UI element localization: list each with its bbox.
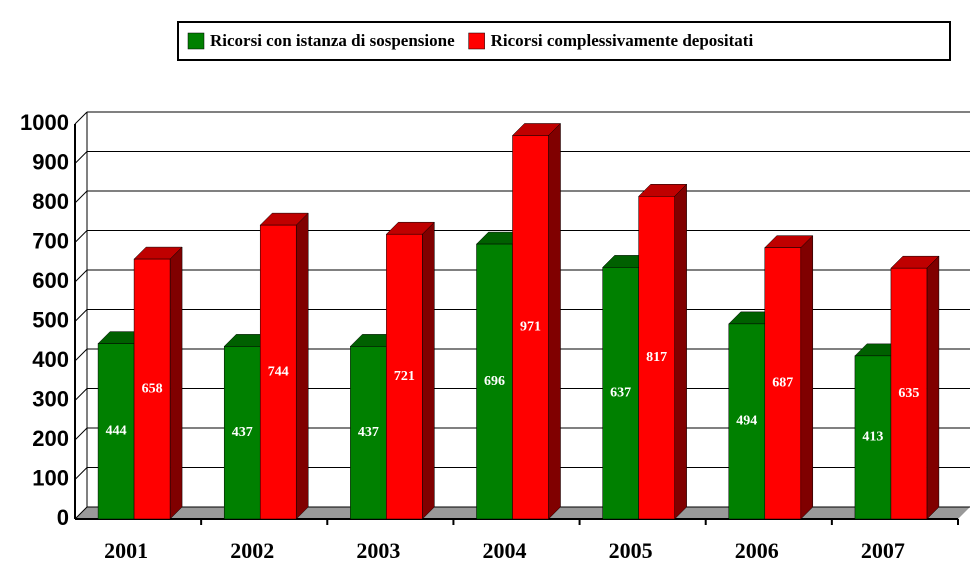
grid-diag (74, 427, 88, 441)
bar-side (169, 246, 183, 520)
bar (259, 224, 297, 520)
y-tick-label: 500 (32, 307, 69, 332)
y-tick-label: 800 (32, 189, 69, 214)
legend-label: Ricorsi complessivamente depositati (491, 31, 754, 50)
bar (386, 233, 423, 520)
y-tick-label: 200 (32, 426, 69, 451)
value-label: 437 (232, 425, 253, 440)
bar-side (295, 212, 309, 520)
grid-diag (74, 230, 88, 243)
bar-side (674, 183, 687, 520)
grid-diag (74, 309, 88, 322)
legend-box (177, 21, 951, 61)
y-tick-label: 300 (32, 386, 69, 411)
y-tick-label: 400 (32, 347, 69, 372)
bar (890, 267, 928, 520)
grid-diag (74, 388, 88, 401)
x-tick-label: 2006 (735, 538, 779, 563)
value-label: 696 (484, 374, 505, 389)
bar (638, 196, 675, 520)
value-label: 721 (394, 369, 415, 384)
legend-label: Ricorsi con istanza di sospensione (210, 31, 455, 50)
value-label: 437 (358, 425, 379, 440)
x-tick-label: 2001 (104, 538, 148, 563)
grid-diag (74, 190, 88, 204)
grid-diag (74, 506, 88, 520)
value-label: 413 (862, 430, 883, 445)
y-tick-label: 100 (32, 465, 69, 490)
bar (133, 258, 171, 520)
y-tick-label: 600 (32, 268, 69, 293)
value-label: 444 (106, 424, 127, 439)
x-tick-label: 2003 (356, 538, 400, 563)
bar (97, 343, 135, 520)
y-tick-label: 700 (32, 228, 69, 253)
value-label: 635 (898, 386, 919, 401)
bar-side (548, 122, 561, 520)
bar-side (926, 255, 940, 520)
x-tick-label: 2005 (609, 538, 653, 563)
y-tick-label: 1000 (20, 110, 69, 135)
grid-diag (74, 467, 88, 480)
legend-swatch (468, 32, 485, 50)
grid-diag (74, 111, 88, 125)
y-tick-label: 900 (32, 149, 69, 174)
grid-diag (74, 348, 88, 362)
legend-swatch (187, 32, 205, 50)
value-label: 658 (142, 381, 163, 396)
bar (512, 135, 549, 520)
grid-diag (74, 151, 88, 164)
value-label: 687 (772, 376, 793, 391)
value-label: 744 (268, 364, 289, 379)
bar (223, 346, 261, 520)
x-tick-label: 2004 (483, 538, 527, 563)
value-label: 971 (520, 319, 541, 334)
bar (476, 243, 513, 520)
bar (764, 247, 802, 520)
value-label: 637 (610, 385, 631, 400)
value-label: 817 (646, 350, 667, 365)
bar (602, 267, 639, 520)
bar-side (422, 221, 435, 520)
bar-side (800, 235, 814, 520)
bar (350, 346, 387, 520)
bar (854, 355, 892, 520)
grid-diag (74, 269, 88, 283)
value-label: 494 (736, 414, 757, 429)
x-tick-label: 2007 (861, 538, 905, 563)
x-tick-label: 2002 (230, 538, 274, 563)
y-tick-label: 0 (57, 505, 69, 530)
